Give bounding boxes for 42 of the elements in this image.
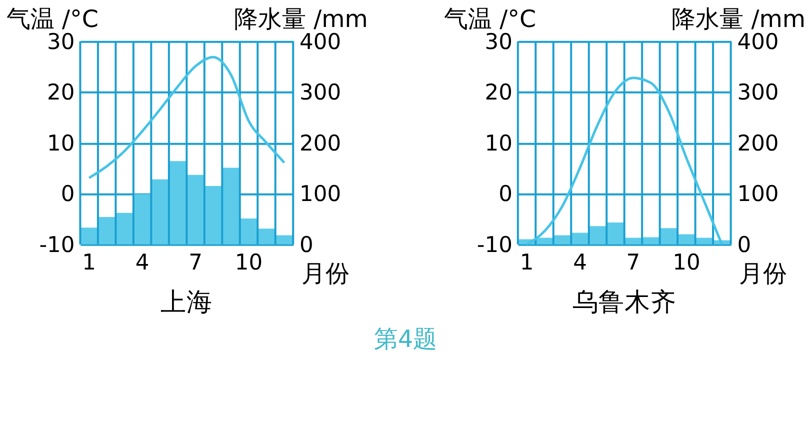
line-series xyxy=(526,76,724,246)
y-tick-label: -10 xyxy=(39,232,75,258)
text: 第4题 xyxy=(374,324,438,353)
y2-tick-label: 100 xyxy=(737,182,779,208)
text: 上海 xyxy=(160,288,213,318)
bar xyxy=(186,174,204,244)
y2-tick-label: 200 xyxy=(300,131,342,156)
x-tick-label: 7 xyxy=(626,250,640,276)
bar xyxy=(258,228,276,244)
y2-tick-label: 300 xyxy=(737,80,779,106)
text: 乌鲁木齐 xyxy=(572,288,676,318)
x-tick-label: 7 xyxy=(188,250,202,276)
bar xyxy=(151,179,169,244)
y2-tick-label: 300 xyxy=(300,80,342,106)
x-tick-label: 4 xyxy=(135,250,150,276)
y-tick-label: 0 xyxy=(60,182,75,208)
bar xyxy=(553,235,572,244)
bar xyxy=(678,234,696,244)
x-tick-label: 4 xyxy=(573,250,587,276)
bar xyxy=(571,232,589,244)
x-tick-label: 1 xyxy=(520,250,534,276)
y2-tick-label: 100 xyxy=(300,182,342,208)
x-tick-label: 1 xyxy=(82,250,96,276)
y-tick-label: 20 xyxy=(47,80,75,106)
x-tick-label: 10 xyxy=(234,250,263,276)
y-tick-label: -10 xyxy=(476,232,512,258)
x-tick-label: 10 xyxy=(672,250,700,276)
y2-tick-label: 0 xyxy=(737,232,752,258)
bar xyxy=(606,222,624,244)
bar xyxy=(222,168,240,244)
y-tick-label: 10 xyxy=(484,131,512,156)
bar xyxy=(116,212,134,244)
y2-tick-label: 0 xyxy=(300,232,314,258)
y2-tick-label: 200 xyxy=(737,131,779,156)
bar xyxy=(80,228,98,244)
bar xyxy=(275,235,294,244)
y-tick-label: 20 xyxy=(484,80,512,106)
x-axis-title: 月份 xyxy=(302,259,350,288)
x-axis-title: 月份 xyxy=(739,259,788,288)
y-tick-label: 0 xyxy=(498,182,512,208)
y-tick-label: 10 xyxy=(47,131,75,156)
line-series xyxy=(88,56,286,180)
